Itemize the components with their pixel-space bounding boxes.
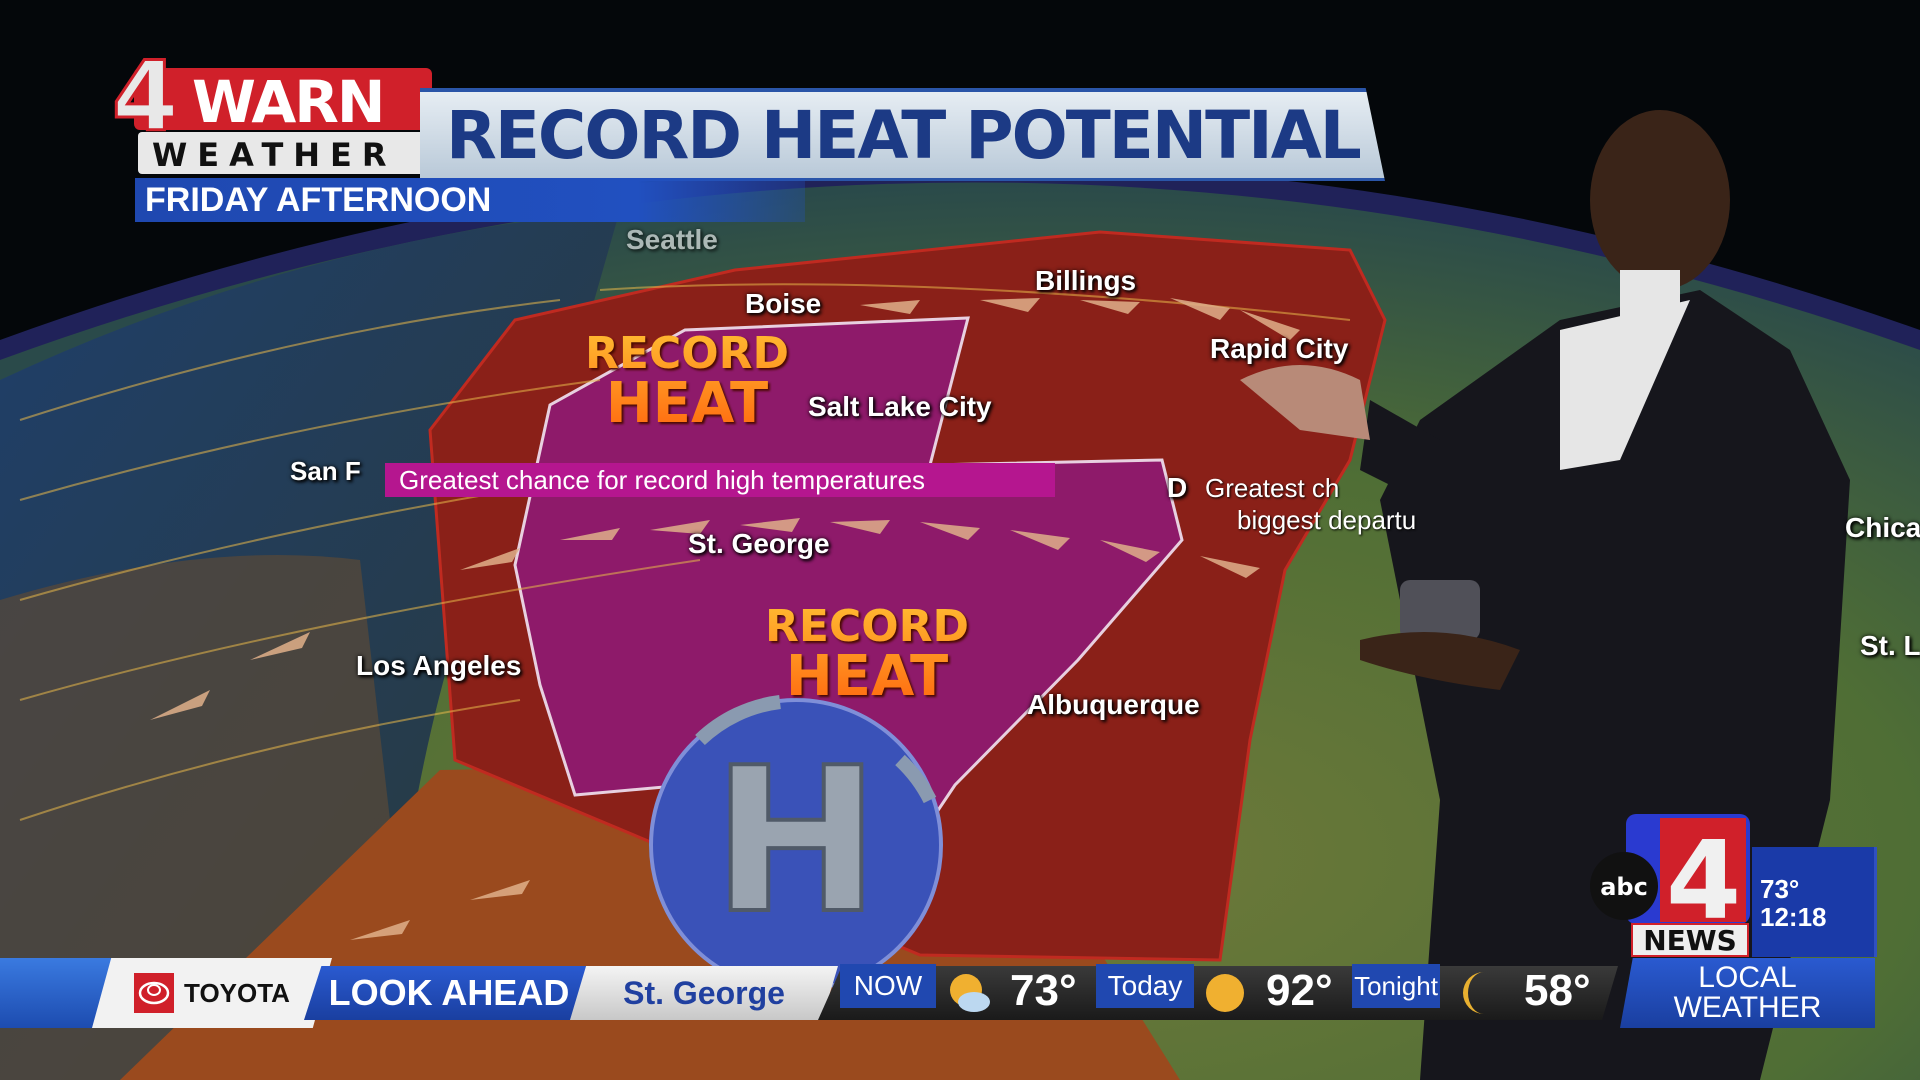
- sponsor-name: TOYOTA: [184, 977, 290, 1008]
- city-salt-lake-city: Salt Lake City: [808, 391, 992, 422]
- record-heat-label-north: RECORD HEAT: [585, 328, 790, 436]
- temp-time-box: 73° 12:18: [1752, 847, 1877, 957]
- wind-arrows: [150, 298, 1300, 940]
- tonight-label: Tonight: [1352, 964, 1440, 1008]
- sun-icon: [1206, 974, 1244, 1012]
- now-temp: 73°: [1010, 966, 1077, 1015]
- bug-network: abc: [1600, 873, 1648, 901]
- local-weather-line-2: WEATHER: [1673, 991, 1822, 1024]
- page-title: RECORD HEAT POTENTIAL: [446, 96, 1362, 174]
- callout-text: Greatest chance for record high temperat…: [399, 464, 926, 495]
- moon-icon: [1463, 972, 1484, 1014]
- city-rapid-city: Rapid City: [1210, 333, 1349, 364]
- local-weather-panel: LOCAL WEATHER: [1620, 958, 1875, 1028]
- today-label: Today: [1096, 964, 1194, 1008]
- now-label: NOW: [840, 964, 936, 1008]
- logo-weather: WEATHER: [152, 136, 397, 174]
- segment-label: LOOK AHEAD: [328, 972, 570, 1013]
- local-weather-line-1: LOCAL: [1698, 961, 1797, 994]
- logo-warn: WARN: [192, 68, 383, 136]
- station-bug: 4 abc NEWS 73° 12:18: [1590, 812, 1880, 958]
- abc4-news-logo: 4 abc NEWS: [1590, 814, 1750, 957]
- record-chance-callout: Greatest chance for record high temperat…: [385, 463, 1055, 497]
- partly-cloudy-icon: [950, 974, 990, 1012]
- bug-temp: 73°: [1760, 874, 1800, 904]
- toyota-logo-icon: [134, 973, 175, 1013]
- today-temp: 92°: [1266, 966, 1333, 1015]
- record-heat-label-south: RECORD HEAT: [765, 601, 970, 709]
- subtitle: FRIDAY AFTERNOON: [145, 180, 492, 219]
- city-chicago: Chica: [1845, 512, 1920, 543]
- city-los-angeles: Los Angeles: [356, 650, 522, 681]
- city-st-louis: St. L: [1860, 630, 1920, 661]
- lower-third-ticker: TOYOTA LOOK AHEAD St. George NOW 73° Tod…: [0, 958, 1920, 1028]
- city-albuquerque: Albuquerque: [1027, 689, 1200, 720]
- record-zone: [513, 316, 1184, 860]
- bug-news: NEWS: [1643, 924, 1737, 957]
- bug-time: 12:18: [1760, 902, 1827, 932]
- callout-line-2: biggest departu: [1237, 505, 1417, 535]
- segment-panel: LOOK AHEAD: [304, 966, 594, 1020]
- city-boise: Boise: [745, 288, 822, 319]
- logo-number: 4: [112, 41, 179, 153]
- 4warn-weather-logo: 4 WARN WEATHER: [112, 40, 432, 174]
- city-st-george: St. George: [688, 528, 830, 559]
- city-denver: D: [1167, 472, 1188, 503]
- city-seattle: Seattle: [626, 224, 718, 255]
- departure-callout: Greatest ch biggest departu: [1205, 472, 1416, 536]
- high-pressure-center: H: [649, 695, 943, 992]
- tonight-temp: 58°: [1524, 966, 1591, 1015]
- high-pressure-symbol: H: [712, 725, 879, 958]
- subtitle-strip: FRIDAY AFTERNOON: [135, 178, 805, 222]
- city-billings: Billings: [1035, 265, 1137, 296]
- sponsor-panel: TOYOTA: [92, 958, 332, 1028]
- callout-line-1: Greatest ch: [1205, 473, 1340, 503]
- location-label: St. George: [623, 974, 785, 1011]
- title-banner: RECORD HEAT POTENTIAL: [420, 88, 1385, 181]
- location-panel: St. George: [570, 966, 838, 1020]
- city-san-francisco: San F: [290, 456, 361, 486]
